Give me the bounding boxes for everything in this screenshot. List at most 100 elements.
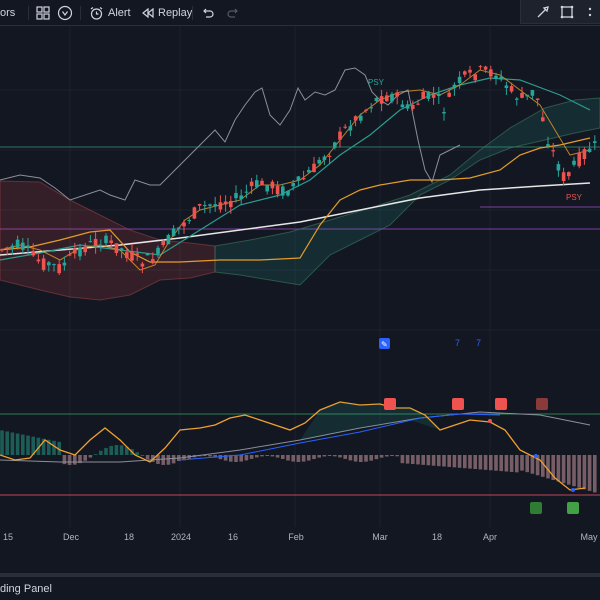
histogram-bar xyxy=(530,455,535,474)
candle-body xyxy=(400,104,405,108)
chart-grid xyxy=(0,26,600,527)
replay-button[interactable]: Replay xyxy=(141,0,192,26)
buy-signal-marker[interactable] xyxy=(567,502,579,514)
histogram-bar xyxy=(379,455,384,458)
histogram-bar xyxy=(99,450,103,455)
trading-panel-label[interactable]: ding Panel xyxy=(0,582,52,595)
histogram-bar xyxy=(369,455,373,461)
date-tick: May xyxy=(580,532,598,542)
date-tick: 15 xyxy=(2,532,14,542)
histogram-bar xyxy=(577,455,581,488)
histogram-bar xyxy=(5,431,9,455)
histogram-bar xyxy=(31,436,35,455)
alert-clock-icon xyxy=(90,6,103,20)
histogram-bar xyxy=(255,455,259,458)
histogram-bar xyxy=(333,455,337,457)
candle-body xyxy=(587,148,592,153)
brush-icon[interactable] xyxy=(536,5,550,19)
more-options-icon[interactable] xyxy=(585,5,595,19)
buy-signal-marker[interactable] xyxy=(530,502,542,514)
candle-body xyxy=(78,247,82,257)
histogram-bar xyxy=(67,455,72,465)
histogram-bar xyxy=(353,455,358,462)
templates-button[interactable] xyxy=(57,0,73,26)
date-tick: Mar xyxy=(372,532,388,542)
date-axis: 15 Dec 18 2024 16 Feb Mar 18 Apr May xyxy=(0,527,600,545)
candle-body xyxy=(535,98,540,100)
histogram-bar xyxy=(587,455,592,491)
histogram-bar xyxy=(140,455,145,456)
candle-body xyxy=(281,186,285,196)
candle-body xyxy=(483,66,488,70)
oscillator-fill xyxy=(300,402,440,440)
candle-body xyxy=(333,142,337,148)
histogram-bar xyxy=(78,455,82,464)
candle-body xyxy=(93,238,98,246)
candle-body xyxy=(395,92,399,97)
histogram-bar xyxy=(405,455,410,464)
candle-body xyxy=(109,240,113,243)
histogram-bar xyxy=(437,455,441,467)
histogram-bar xyxy=(161,455,165,465)
candle-body xyxy=(515,98,519,100)
histogram-bar xyxy=(390,455,394,457)
histogram-bar xyxy=(93,454,98,455)
histogram-bar xyxy=(151,455,155,462)
candle-body xyxy=(15,239,20,248)
histogram-bar xyxy=(281,455,285,460)
histogram-bar xyxy=(463,455,467,469)
histogram-bar xyxy=(327,455,332,457)
indicators-button[interactable]: ors xyxy=(0,0,15,26)
histogram-bar xyxy=(291,455,295,462)
sell-signal-marker[interactable] xyxy=(495,398,507,410)
chart-area[interactable]: PSY PSY ✎ 7 7 xyxy=(0,26,600,571)
candle-body xyxy=(520,92,524,98)
candle-body xyxy=(411,105,415,109)
histogram-bar xyxy=(359,455,363,462)
sell-signal-marker[interactable] xyxy=(536,398,548,410)
price-chart[interactable]: PSY PSY ✎ 7 7 xyxy=(0,26,600,571)
histogram-bar xyxy=(509,455,514,472)
cross-marker xyxy=(534,454,538,458)
histogram-bar xyxy=(561,455,566,484)
histogram-bar xyxy=(135,452,139,455)
event-marker-1[interactable]: 7 xyxy=(455,338,460,348)
candle-body xyxy=(145,253,150,256)
candle-body xyxy=(530,90,535,96)
undo-button[interactable] xyxy=(201,0,215,26)
candle-body xyxy=(156,247,160,254)
trading-panel-bar[interactable]: ding Panel xyxy=(0,573,600,600)
candle-body xyxy=(426,91,431,99)
screenshot-icon[interactable] xyxy=(560,5,574,19)
candle-body xyxy=(0,249,4,251)
histogram-bar xyxy=(73,455,77,465)
candle-body xyxy=(546,144,550,147)
candle-body xyxy=(21,242,25,250)
psy-label-top: PSY xyxy=(368,78,385,87)
histogram-bar xyxy=(551,455,555,480)
sell-signal-marker[interactable] xyxy=(384,398,396,410)
candle-body xyxy=(504,85,509,89)
candle-body xyxy=(322,156,327,160)
alert-button[interactable]: Alert xyxy=(89,0,131,26)
event-marker-flag[interactable] xyxy=(379,338,390,349)
event-marker-2[interactable]: 7 xyxy=(476,338,481,348)
layout-grid-button[interactable] xyxy=(36,0,50,26)
candle-body xyxy=(239,195,243,200)
ma-long-line xyxy=(0,182,591,256)
candle-body xyxy=(265,185,269,192)
candle-body xyxy=(457,76,462,84)
date-tick: 16 xyxy=(227,532,239,542)
histogram-bar xyxy=(385,455,389,457)
candle-body xyxy=(442,112,446,114)
sell-signal-marker[interactable] xyxy=(452,398,464,410)
oscillator-signal-line xyxy=(0,411,591,463)
candle-body xyxy=(567,172,571,177)
histogram-bar xyxy=(395,455,399,457)
candle-body xyxy=(301,178,306,180)
candle-body xyxy=(379,96,384,104)
histogram-bar xyxy=(88,455,93,458)
candle-body xyxy=(317,159,321,164)
redo-button[interactable] xyxy=(226,0,240,26)
histogram-bar xyxy=(322,455,327,457)
